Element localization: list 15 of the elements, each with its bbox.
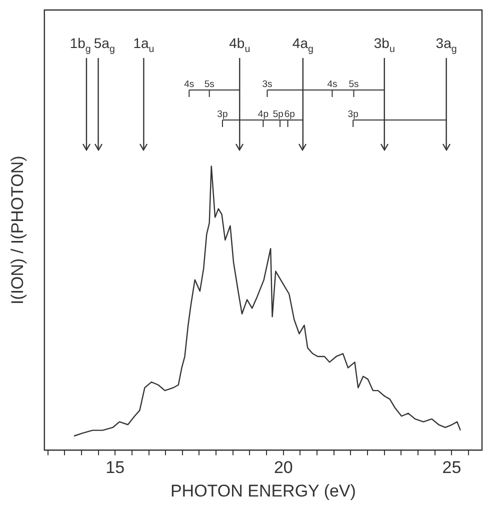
x-tick-label: 15 (106, 458, 125, 478)
ref-line-label: 6p (284, 109, 295, 120)
ref-line-label: 4s (327, 79, 338, 90)
ref-line-label: 5s (348, 79, 360, 90)
ref-line-label: 3s (262, 79, 273, 90)
x-axis-title: PHOTON ENERGY (eV) (170, 481, 356, 500)
ref-line-label: 4p (258, 109, 268, 120)
x-tick-label: 20 (274, 458, 293, 478)
y-axis-title: I(ION) / I(PHOTON) (8, 156, 27, 305)
ref-line-label: 5s (204, 79, 215, 90)
ref-line-label: 3p (217, 109, 228, 120)
ref-line-label: 3p (348, 109, 358, 120)
x-tick-label: 25 (442, 458, 462, 478)
ref-line-label: 5p (272, 109, 284, 120)
ref-line-label: 4s (184, 79, 194, 90)
